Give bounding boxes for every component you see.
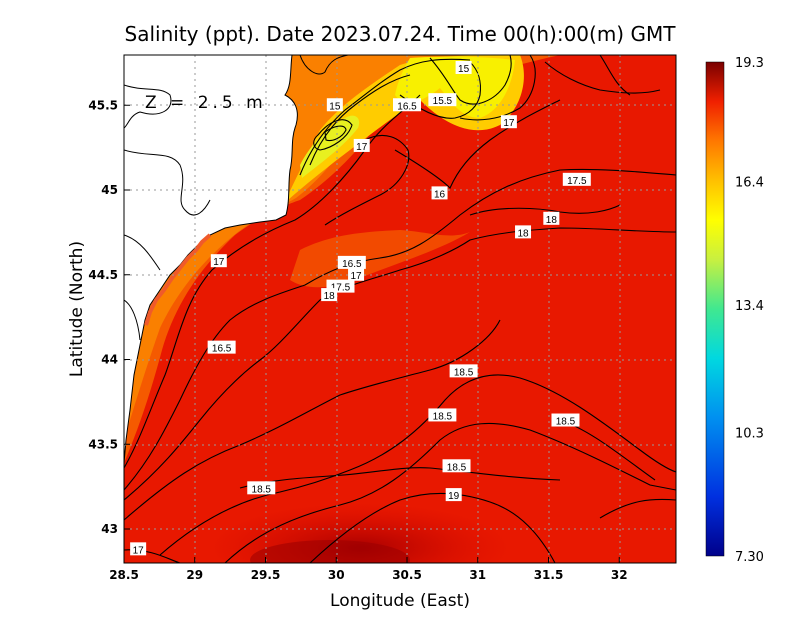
contour-label-box bbox=[428, 408, 457, 422]
contour-label-box bbox=[445, 488, 462, 502]
y-tick-label: 43 bbox=[101, 522, 118, 536]
high-salinity-core-2 bbox=[250, 540, 410, 563]
contour-label-box bbox=[515, 225, 532, 239]
contour-label: 15.5 bbox=[433, 96, 453, 107]
y-tick-label: 44.5 bbox=[88, 268, 118, 282]
contour-label-box bbox=[337, 255, 366, 269]
colorbar-tick-label: 7.30 bbox=[735, 550, 764, 565]
contour-label-box bbox=[321, 288, 338, 302]
contour-label-box bbox=[551, 413, 580, 427]
contour-label: 16.5 bbox=[212, 344, 232, 355]
x-tick-label: 31.5 bbox=[534, 568, 564, 582]
contour-label-box bbox=[562, 172, 591, 186]
x-tick-label: 32 bbox=[611, 568, 628, 582]
x-tick-label: 29 bbox=[186, 568, 203, 582]
x-tick-label: 30.5 bbox=[392, 568, 422, 582]
colorbar-ticks: 19.3 16.4 13.4 10.3 7.30 bbox=[735, 56, 764, 565]
contour-label: 17 bbox=[350, 271, 362, 282]
colorbar-tick-label: 10.3 bbox=[735, 427, 764, 442]
x-tick-label: 31 bbox=[469, 568, 486, 582]
land-mass bbox=[124, 55, 298, 464]
contour-label: 18.5 bbox=[252, 484, 272, 495]
contour-label: 18.5 bbox=[433, 411, 453, 422]
contour-label: 16 bbox=[434, 189, 446, 200]
contour-label: 17 bbox=[213, 257, 225, 268]
contour-label: 16.5 bbox=[342, 259, 362, 270]
contour-label: 18.5 bbox=[454, 367, 474, 378]
contour-label: 17 bbox=[133, 545, 145, 556]
depth-annotation: Z = 2.5 m bbox=[145, 93, 267, 113]
contour-label-box bbox=[247, 481, 276, 495]
x-axis-label: Longitude (East) bbox=[330, 591, 470, 611]
contour-label-box bbox=[130, 542, 147, 556]
colorbar-tick-label: 16.4 bbox=[735, 175, 764, 190]
y-tick-label: 43.5 bbox=[88, 437, 118, 451]
contour-label-box bbox=[326, 98, 343, 112]
contour-label-box bbox=[393, 98, 421, 112]
colorbar-tick-label: 19.3 bbox=[735, 56, 764, 71]
colorbar bbox=[705, 61, 725, 557]
contour-label: 18 bbox=[546, 215, 558, 226]
contour-label-box bbox=[442, 459, 471, 473]
contour-label-box bbox=[348, 267, 365, 281]
contour-label: 17 bbox=[503, 118, 515, 129]
y-axis-label: Latitude (North) bbox=[67, 241, 87, 377]
contour-label: 18.5 bbox=[447, 462, 467, 473]
contour-label-box bbox=[455, 60, 472, 74]
plot-frame bbox=[123, 54, 677, 564]
y-tick-label: 45.5 bbox=[88, 98, 118, 112]
coastline-detail bbox=[124, 55, 349, 341]
contour-label-box bbox=[428, 93, 457, 107]
contour-label: 15 bbox=[458, 64, 470, 75]
contour-label: 17.5 bbox=[567, 176, 587, 187]
x-tick-label: 28.5 bbox=[109, 568, 139, 582]
y-tick-label: 44 bbox=[101, 353, 118, 367]
colorbar-tick-label: 13.4 bbox=[735, 299, 764, 314]
contour-label: 15 bbox=[329, 101, 341, 112]
contour-label-box bbox=[431, 186, 448, 200]
contour-label: 17.5 bbox=[331, 283, 351, 294]
yellow-core bbox=[395, 56, 515, 118]
contour-label-box bbox=[543, 211, 560, 225]
contour-label-box bbox=[210, 254, 227, 268]
plume-contours bbox=[299, 55, 661, 226]
x-tick-label: 29.5 bbox=[251, 568, 281, 582]
x-tick-label: 30 bbox=[328, 568, 345, 582]
y-tick-label: 45 bbox=[101, 183, 118, 197]
contour-label: 18.5 bbox=[556, 417, 576, 428]
contour-label-box bbox=[500, 115, 517, 129]
contour-label: 17 bbox=[356, 142, 368, 153]
contour-label-box bbox=[449, 364, 478, 378]
contour-label: 16.5 bbox=[397, 101, 417, 112]
contour-label-box bbox=[353, 138, 370, 152]
contour-label: 18 bbox=[517, 228, 529, 239]
x-axis-ticks: 28.5 29 29.5 30 30.5 31 31.5 32 bbox=[109, 557, 628, 582]
contour-label: 19 bbox=[448, 491, 460, 502]
chart-title: Salinity (ppt). Date 2023.07.24. Time 00… bbox=[125, 22, 677, 46]
offshore-tongue bbox=[290, 230, 470, 288]
y-axis-ticks: 43 43.5 44 44.5 45 45.5 bbox=[88, 98, 130, 536]
contour-label: 18 bbox=[324, 291, 336, 302]
contour-label-box bbox=[207, 340, 236, 354]
coastline-fringe bbox=[144, 233, 212, 326]
